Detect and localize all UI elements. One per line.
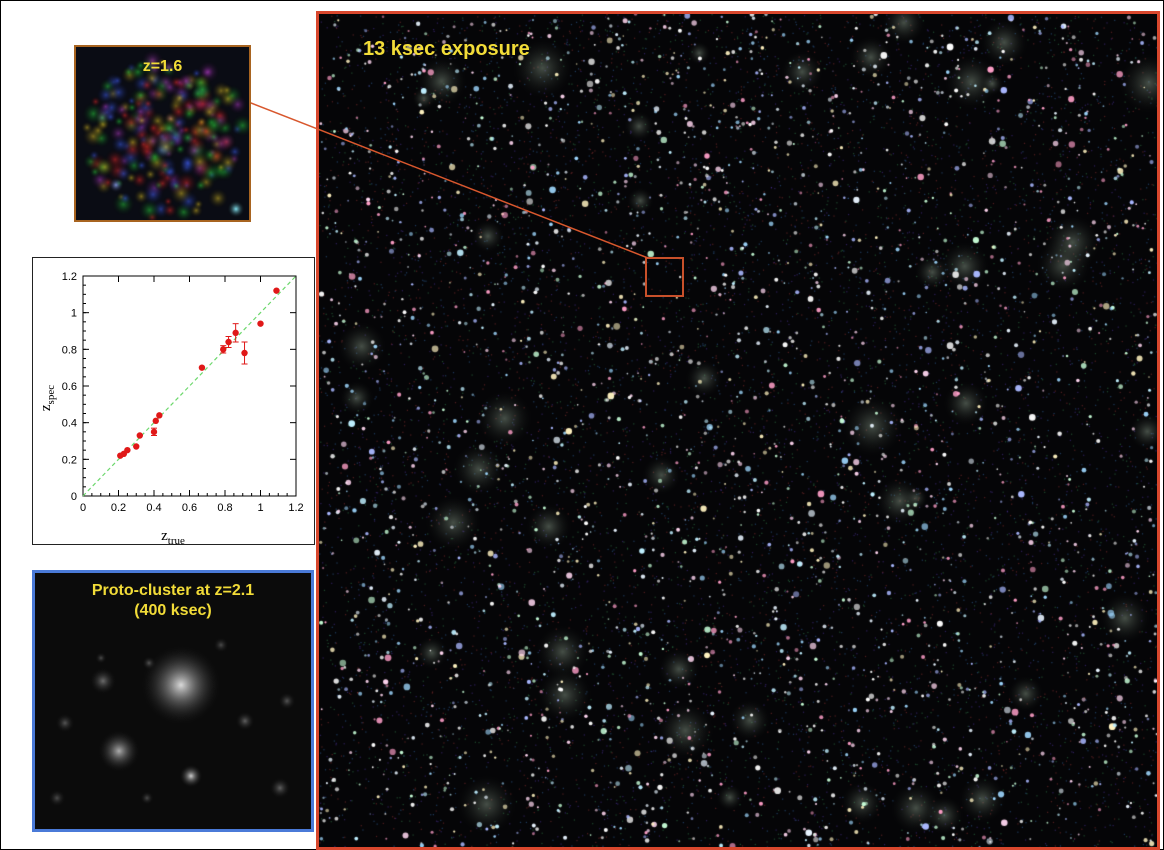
y-tick-label: 0.4 — [62, 418, 77, 430]
inset-galaxy-z16: z=1.6 — [74, 45, 251, 222]
data-point — [257, 320, 264, 327]
redshift-scatter-plot: 0 0 0.2 0.2 0.4 0.4 0.6 0.6 0.8 0.8 1 1 1.2 1.2 ztrue… — [32, 257, 315, 545]
inset-redshift-label: z=1.6 — [142, 58, 183, 75]
data-point — [232, 329, 239, 337]
x-tick-label: 0.4 — [146, 502, 161, 514]
main-sky-image: 13 ksec exposure — [316, 11, 1160, 850]
proto-cluster-image: Proto-cluster at z=2.1 (400 ksec) — [32, 570, 314, 832]
y-tick-label: 0.6 — [62, 381, 77, 393]
zoom-region-box — [645, 257, 684, 297]
x-axis-label-sub: true — [168, 535, 185, 544]
inset-galaxy-canvas — [76, 47, 249, 220]
data-point — [124, 446, 131, 454]
data-point — [156, 412, 163, 419]
y-axis-label-sub: spec — [45, 385, 57, 405]
x-tick-label: 0 — [80, 502, 86, 514]
x-tick-label: 0.6 — [182, 502, 197, 514]
x-axis-label: ztrue — [161, 528, 185, 544]
y-tick-label: 0.2 — [62, 454, 77, 466]
y-tick-label: 1 — [71, 308, 77, 320]
main-exposure-label: 13 ksec exposure — [363, 38, 530, 60]
y-tick-label: 1.2 — [62, 271, 77, 283]
data-point — [133, 443, 140, 450]
x-tick-label: 0.8 — [217, 502, 232, 514]
proto-cluster-label: Proto-cluster at z=2.1 (400 ksec) — [35, 581, 311, 621]
plot-tick-labels: 00 0.2 0.2 0.4 0.4 0.6 0.6 0.8 0.8 1 1 1.2 1.2 — [62, 271, 304, 514]
x-axis-label-main: z — [161, 528, 168, 544]
y-tick-label: 0 — [71, 491, 77, 503]
data-point — [198, 364, 206, 371]
x-tick-label: 1.2 — [288, 502, 303, 514]
y-tick-label: 0.8 — [62, 344, 77, 356]
data-point — [273, 287, 280, 294]
proto-cluster-canvas — [35, 573, 311, 829]
data-points — [117, 287, 280, 459]
data-point — [152, 417, 159, 425]
data-point — [150, 428, 158, 436]
reference-line — [82, 275, 297, 497]
proto-cluster-exposure: (400 ksec) — [134, 602, 212, 619]
data-point — [136, 432, 143, 439]
main-sky-canvas — [319, 14, 1157, 847]
proto-cluster-title: Proto-cluster at z=2.1 — [91, 582, 255, 599]
x-tick-label: 1 — [257, 502, 263, 514]
data-point — [241, 349, 248, 357]
data-point — [220, 346, 227, 353]
y-axis-label-main: z — [38, 404, 54, 411]
one-to-one-line — [82, 275, 297, 497]
y-axis-label: zspec — [38, 385, 57, 411]
data-point — [225, 338, 232, 346]
x-tick-label: 0.2 — [111, 502, 126, 514]
plot-ticks — [82, 275, 297, 497]
